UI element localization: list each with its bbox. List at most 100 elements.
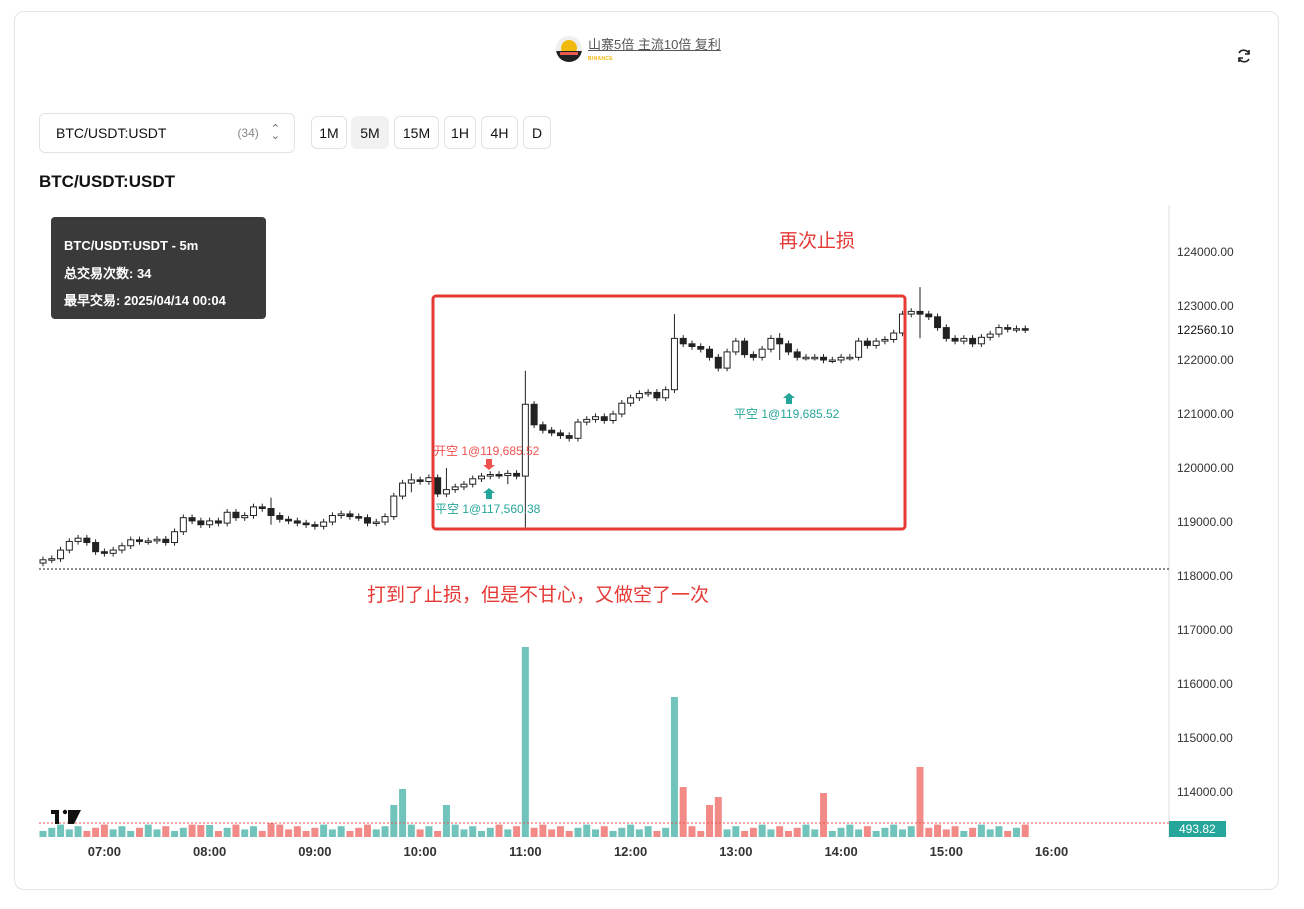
candle-body bbox=[784, 343, 792, 353]
volume-bar bbox=[951, 826, 959, 837]
volume-bar bbox=[688, 826, 696, 837]
candle-body bbox=[144, 540, 152, 543]
down-arrow-icon bbox=[483, 459, 495, 470]
candle-body bbox=[478, 475, 485, 480]
x-tick-label: 15:00 bbox=[930, 844, 963, 859]
candle-body bbox=[1021, 328, 1029, 331]
volume-bar bbox=[890, 824, 898, 837]
close-short-marker-label: 平空 1@117,560.38 bbox=[435, 502, 541, 516]
volume-bar bbox=[460, 829, 468, 837]
volume-bar bbox=[241, 829, 249, 837]
refresh-icon[interactable] bbox=[1234, 46, 1254, 66]
candle-body bbox=[556, 432, 564, 437]
candle-body bbox=[381, 516, 389, 523]
candle-body bbox=[258, 506, 266, 510]
candle-body bbox=[276, 515, 284, 520]
y-tick-label: 119000.00 bbox=[1177, 515, 1233, 529]
volume-bar bbox=[249, 826, 257, 837]
volume-bar bbox=[513, 826, 521, 837]
timeframe-15m-button[interactable]: 15M bbox=[394, 116, 439, 149]
candle-body bbox=[723, 351, 731, 369]
tradingview-logo-part bbox=[62, 809, 68, 815]
volume-bar bbox=[802, 824, 810, 837]
y-tick-label: 116000.00 bbox=[1177, 677, 1233, 691]
volume-bar bbox=[179, 827, 187, 837]
candle-body bbox=[416, 479, 424, 483]
up-arrow-icon bbox=[783, 393, 795, 404]
candle-body bbox=[890, 332, 898, 340]
candle-body bbox=[346, 513, 354, 518]
candle-body bbox=[320, 521, 328, 527]
volume-bar bbox=[627, 824, 635, 837]
y-tick-label: 115000.00 bbox=[1177, 731, 1233, 745]
volume-bar bbox=[469, 826, 477, 837]
volume-bar bbox=[153, 829, 161, 837]
last-price-label: 122560.10 bbox=[1177, 323, 1234, 337]
volume-bar bbox=[749, 827, 757, 837]
candle-body bbox=[249, 506, 257, 517]
candle-body bbox=[74, 537, 82, 542]
x-tick-label: 16:00 bbox=[1035, 844, 1068, 859]
volume-bar bbox=[732, 826, 740, 837]
timeframe-5m-button[interactable]: 5M bbox=[351, 116, 389, 149]
volume-bar bbox=[986, 829, 994, 837]
volume-bar bbox=[995, 826, 1003, 837]
timeframe-d-button[interactable]: D bbox=[523, 116, 551, 149]
candle-body bbox=[969, 337, 977, 345]
candle-body bbox=[267, 508, 275, 517]
volume-bar bbox=[1004, 831, 1012, 837]
candle-body bbox=[872, 340, 880, 346]
timeframe-1h-button[interactable]: 1H bbox=[444, 116, 476, 149]
candle-body bbox=[697, 346, 705, 350]
volume-bar bbox=[285, 829, 293, 837]
candle-body bbox=[749, 354, 757, 358]
candle-body bbox=[83, 537, 91, 544]
candle-body bbox=[960, 337, 968, 342]
volume-bar bbox=[223, 827, 231, 837]
candle-body bbox=[328, 515, 336, 523]
candle-body bbox=[57, 549, 65, 560]
volume-bar bbox=[635, 829, 643, 837]
symbol-select[interactable]: BTC/USDT:USDT (34) ⌃ ⌄ bbox=[39, 113, 295, 153]
candle-body bbox=[644, 391, 652, 395]
volume-bar bbox=[434, 831, 442, 837]
candle-body bbox=[811, 356, 819, 360]
volume-bar bbox=[556, 826, 564, 837]
brand-label: BINANCE bbox=[588, 56, 613, 62]
candle-body bbox=[583, 418, 591, 423]
highlight-box bbox=[431, 294, 907, 531]
volume-bar bbox=[820, 793, 828, 837]
volume-bar bbox=[57, 824, 65, 837]
volume-bar bbox=[644, 826, 652, 837]
volume-bar bbox=[706, 805, 714, 837]
candle-body bbox=[995, 327, 1003, 335]
candle-body bbox=[486, 473, 494, 477]
candle-body bbox=[846, 356, 854, 360]
candle-body bbox=[65, 540, 73, 551]
volume-bar bbox=[311, 827, 319, 837]
volume-bar bbox=[127, 831, 135, 837]
y-tick-label: 123000.00 bbox=[1177, 299, 1234, 313]
volume-bar bbox=[723, 829, 731, 837]
timeframe-1m-button[interactable]: 1M bbox=[311, 116, 347, 149]
candle-body bbox=[434, 477, 442, 495]
volume-bar bbox=[399, 789, 407, 837]
volume-bar bbox=[293, 826, 301, 837]
chevron-updown-icon: ⌃ ⌄ bbox=[270, 123, 280, 142]
volume-bar bbox=[653, 831, 661, 837]
candle-body bbox=[337, 513, 345, 517]
y-tick-label: 120000.00 bbox=[1177, 461, 1234, 475]
candle-body bbox=[197, 520, 205, 526]
candle-body bbox=[460, 483, 468, 488]
volume-bar bbox=[144, 824, 152, 837]
volume-bar bbox=[776, 826, 784, 837]
volume-bar bbox=[416, 829, 424, 837]
candle-body bbox=[285, 518, 293, 522]
candle-body bbox=[732, 340, 740, 353]
strategy-title-link[interactable]: 山寨5倍 主流10倍 复利 bbox=[588, 37, 721, 52]
symbol-trade-count: (34) bbox=[237, 126, 259, 140]
volume-bar bbox=[583, 824, 591, 837]
candle-body bbox=[521, 403, 529, 477]
timeframe-4h-button[interactable]: 4H bbox=[481, 116, 518, 149]
